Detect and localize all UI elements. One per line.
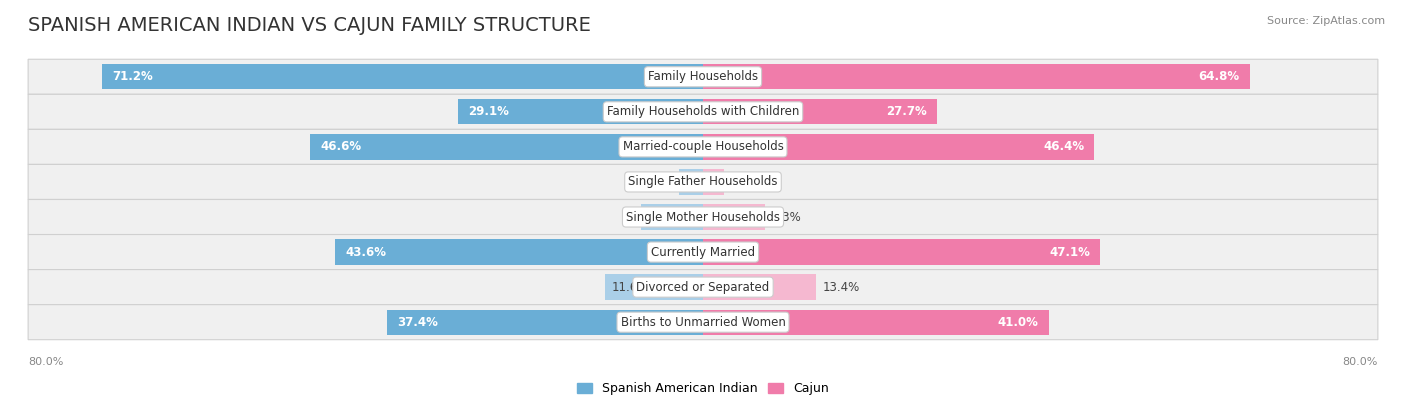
Bar <box>679 169 703 195</box>
Text: 29.1%: 29.1% <box>468 105 509 118</box>
Bar <box>703 310 1049 335</box>
FancyBboxPatch shape <box>28 59 1378 94</box>
Bar <box>703 204 765 229</box>
Text: 43.6%: 43.6% <box>346 246 387 259</box>
Text: 13.4%: 13.4% <box>823 280 860 293</box>
Text: Single Mother Households: Single Mother Households <box>626 211 780 224</box>
Text: Divorced or Separated: Divorced or Separated <box>637 280 769 293</box>
Text: 46.6%: 46.6% <box>321 140 361 153</box>
Text: Births to Unmarried Women: Births to Unmarried Women <box>620 316 786 329</box>
Text: 37.4%: 37.4% <box>398 316 439 329</box>
Text: 80.0%: 80.0% <box>28 357 63 367</box>
Bar <box>103 64 703 89</box>
Text: SPANISH AMERICAN INDIAN VS CAJUN FAMILY STRUCTURE: SPANISH AMERICAN INDIAN VS CAJUN FAMILY … <box>28 16 591 35</box>
Bar <box>605 275 703 300</box>
Text: 71.2%: 71.2% <box>112 70 153 83</box>
Text: Single Father Households: Single Father Households <box>628 175 778 188</box>
Text: 7.3%: 7.3% <box>648 211 678 224</box>
FancyBboxPatch shape <box>28 235 1378 269</box>
Text: 41.0%: 41.0% <box>998 316 1039 329</box>
Bar <box>335 239 703 265</box>
Text: 64.8%: 64.8% <box>1198 70 1240 83</box>
FancyBboxPatch shape <box>28 269 1378 305</box>
Text: 2.5%: 2.5% <box>731 175 761 188</box>
Text: 7.3%: 7.3% <box>772 211 801 224</box>
Text: Source: ZipAtlas.com: Source: ZipAtlas.com <box>1267 16 1385 26</box>
Text: Currently Married: Currently Married <box>651 246 755 259</box>
Bar <box>703 169 724 195</box>
FancyBboxPatch shape <box>28 94 1378 129</box>
Bar <box>703 275 815 300</box>
Bar <box>703 64 1250 89</box>
Bar <box>641 204 703 229</box>
Text: 11.6%: 11.6% <box>612 280 650 293</box>
Text: 2.9%: 2.9% <box>685 175 716 188</box>
Bar <box>388 310 703 335</box>
Bar <box>309 134 703 160</box>
Bar <box>457 99 703 124</box>
Text: 46.4%: 46.4% <box>1043 140 1084 153</box>
Text: 27.7%: 27.7% <box>886 105 927 118</box>
Text: Family Households with Children: Family Households with Children <box>607 105 799 118</box>
Bar <box>703 239 1101 265</box>
FancyBboxPatch shape <box>28 305 1378 340</box>
Text: 80.0%: 80.0% <box>1343 357 1378 367</box>
FancyBboxPatch shape <box>28 129 1378 164</box>
Text: 47.1%: 47.1% <box>1049 246 1090 259</box>
Text: Family Households: Family Households <box>648 70 758 83</box>
Text: Married-couple Households: Married-couple Households <box>623 140 783 153</box>
FancyBboxPatch shape <box>28 199 1378 235</box>
Legend: Spanish American Indian, Cajun: Spanish American Indian, Cajun <box>578 382 828 395</box>
FancyBboxPatch shape <box>28 164 1378 199</box>
Bar <box>703 99 936 124</box>
Bar <box>703 134 1094 160</box>
